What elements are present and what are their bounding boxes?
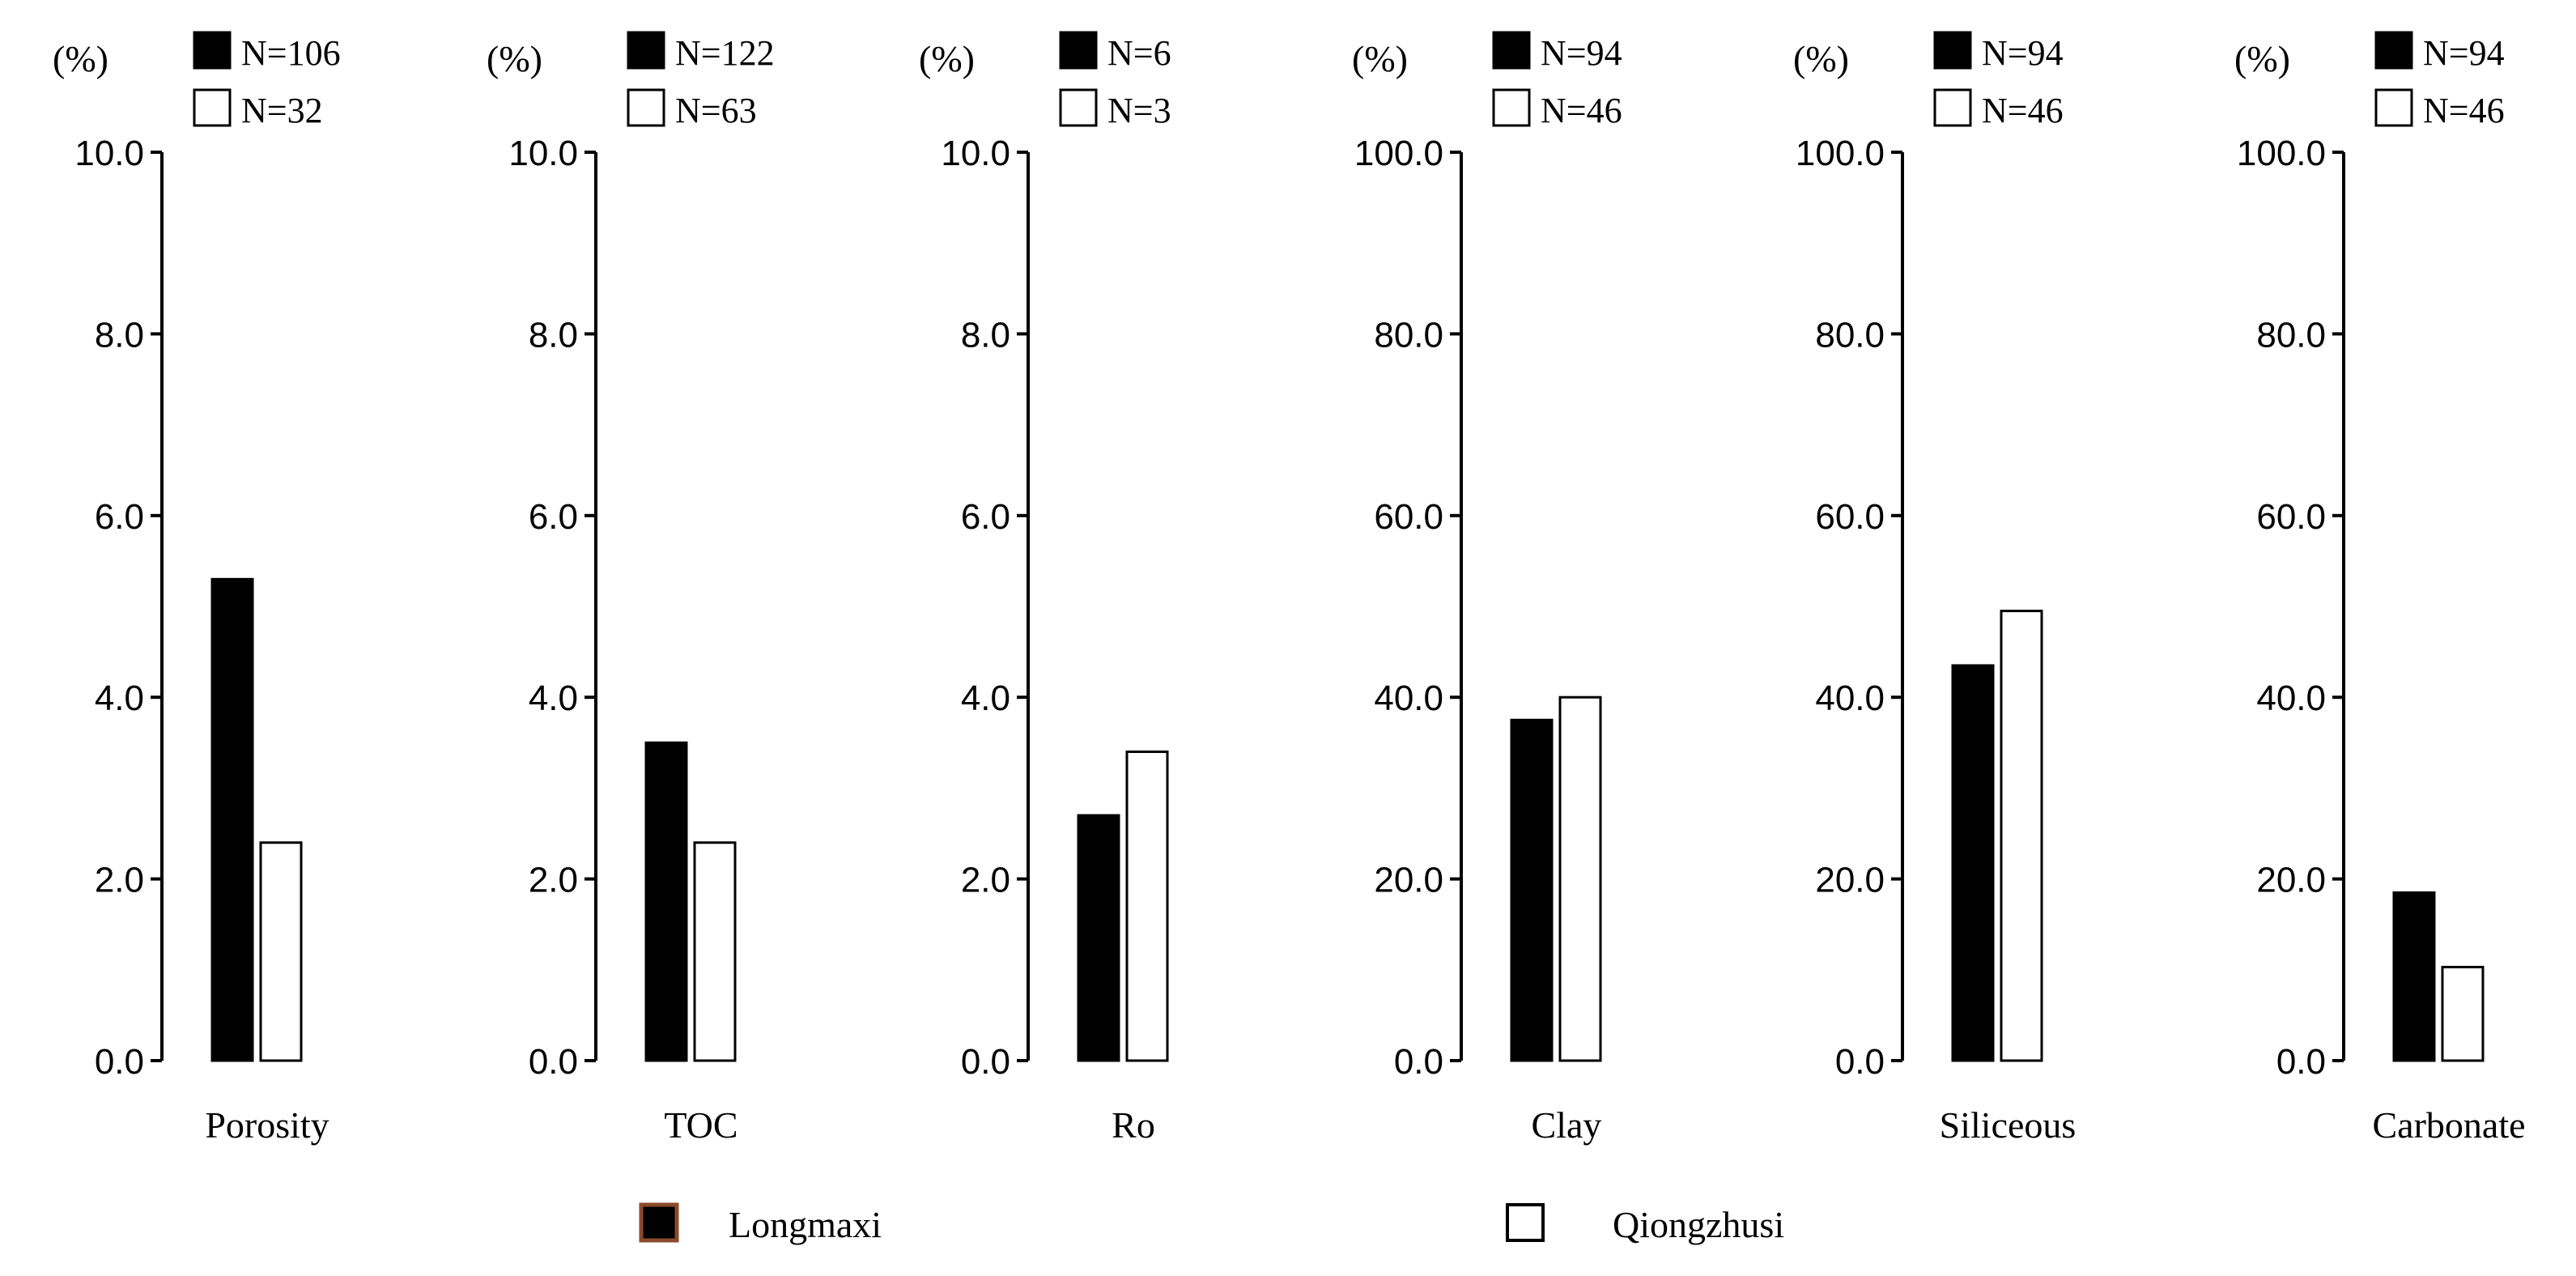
- category-label: Porosity: [205, 1104, 329, 1146]
- bar-porosity-longmaxi: [210, 577, 254, 1062]
- legend-swatch-qiongzhusi: [1059, 88, 1098, 127]
- y-tick-label: 2.0: [961, 861, 1010, 900]
- chart-panel-ro: 0.0 2.0 4.0 6.0 8.0 10.0 Ro (%) N=6 N=3: [919, 31, 1171, 1146]
- y-tick-label: 6.0: [95, 497, 144, 537]
- chart-panel-siliceous: 0.0 20.0 40.0 60.0 80.0 100.0 Siliceous (%) N=94…: [1793, 31, 2077, 1146]
- category-label: Siliceous: [1940, 1104, 2077, 1146]
- bar-clay-longmaxi: [1510, 718, 1554, 1062]
- y-tick-label: 8.0: [95, 315, 144, 355]
- legend-swatch-qiongzhusi: [627, 88, 665, 127]
- chart-panel-porosity: 0.0 2.0 4.0 6.0 8.0 10.0 Porosity (%) N=106 N=32: [53, 31, 341, 1146]
- bar-clay-qiongzhusi: [1558, 695, 1602, 1062]
- n-label-longmaxi: N=106: [241, 33, 341, 73]
- y-tick-label: 2.0: [529, 861, 578, 900]
- y-tick-label: 2.0: [95, 861, 144, 900]
- bar-ro-qiongzhusi: [1125, 751, 1169, 1062]
- n-label-longmaxi: N=122: [675, 33, 775, 73]
- chart-panel-toc: 0.0 2.0 4.0 6.0 8.0 10.0 TOC (%) N=122 N=63: [487, 31, 775, 1146]
- y-tick-label: 60.0: [2256, 497, 2326, 537]
- y-tick-label: 40.0: [2256, 678, 2326, 718]
- legend-swatch-longmaxi: [193, 31, 232, 70]
- y-tick-label: 80.0: [1374, 315, 1443, 355]
- y-tick-label: 10.0: [74, 134, 144, 173]
- y-tick-label: 80.0: [1815, 315, 1885, 355]
- unit-label: (%): [919, 38, 975, 79]
- y-tick-label: 100.0: [1354, 134, 1443, 173]
- n-label-longmaxi: N=94: [1982, 33, 2064, 73]
- n-label-qiongzhusi: N=32: [241, 91, 323, 130]
- y-tick-label: 6.0: [529, 497, 578, 537]
- y-tick-label: 40.0: [1374, 678, 1443, 718]
- y-tick-label: 8.0: [961, 315, 1010, 355]
- y-tick-label: 0.0: [2276, 1042, 2326, 1082]
- unit-label: (%): [487, 38, 542, 79]
- y-tick-label: 0.0: [1394, 1042, 1443, 1082]
- n-label-longmaxi: N=94: [1541, 33, 1622, 73]
- legend-swatch-qiongzhusi: [193, 88, 232, 127]
- bar-carbonate-qiongzhusi: [2441, 965, 2485, 1062]
- y-tick-label: 20.0: [2256, 861, 2326, 900]
- legend-swatch-longmaxi: [1492, 31, 1531, 70]
- category-label: Ro: [1112, 1104, 1155, 1146]
- bar-toc-longmaxi: [644, 741, 688, 1062]
- unit-label: (%): [1793, 38, 1849, 79]
- n-label-longmaxi: N=6: [1107, 33, 1171, 73]
- unit-label: (%): [1352, 38, 1408, 79]
- n-label-qiongzhusi: N=63: [675, 91, 757, 130]
- y-tick-label: 4.0: [95, 678, 144, 718]
- n-label-longmaxi: N=94: [2423, 33, 2505, 73]
- unit-label: (%): [53, 38, 108, 79]
- bar-ro-longmaxi: [1077, 814, 1120, 1062]
- legend-label-longmaxi: Longmaxi: [729, 1204, 882, 1245]
- legend-swatch-longmaxi: [1933, 31, 1972, 70]
- y-tick-label: 80.0: [2256, 315, 2326, 355]
- y-tick-label: 0.0: [1835, 1042, 1885, 1082]
- legend-swatch-qiongzhusi: [1492, 88, 1531, 127]
- legend-swatch-qiongzhusi: [1933, 88, 1972, 127]
- y-tick-label: 40.0: [1815, 678, 1885, 718]
- unit-label: (%): [2234, 38, 2290, 79]
- y-tick-label: 20.0: [1374, 861, 1443, 900]
- y-tick-label: 10.0: [941, 134, 1010, 173]
- bar-porosity-qiongzhusi: [259, 841, 303, 1062]
- legend-swatch-longmaxi: [2374, 31, 2413, 70]
- bottom-legend: Longmaxi Qiongzhusi: [639, 1202, 1784, 1245]
- legend-swatch-qiongzhusi-main: [1506, 1203, 1545, 1242]
- legend-label-qiongzhusi: Qiongzhusi: [1613, 1204, 1784, 1245]
- y-tick-label: 10.0: [508, 134, 578, 173]
- y-tick-label: 4.0: [529, 678, 578, 718]
- y-tick-label: 4.0: [961, 678, 1010, 718]
- legend-swatch-longmaxi-main: [639, 1202, 679, 1243]
- y-tick-label: 100.0: [1796, 134, 1885, 173]
- bar-toc-qiongzhusi: [693, 841, 737, 1062]
- y-tick-label: 60.0: [1374, 497, 1443, 537]
- y-tick-label: 0.0: [529, 1042, 578, 1082]
- bar-siliceous-qiongzhusi: [2000, 610, 2043, 1062]
- n-label-qiongzhusi: N=46: [2423, 91, 2505, 130]
- y-tick-label: 20.0: [1815, 861, 1885, 900]
- y-tick-label: 60.0: [1815, 497, 1885, 537]
- bar-carbonate-longmaxi: [2392, 891, 2436, 1062]
- category-label: TOC: [664, 1104, 738, 1146]
- legend-swatch-longmaxi: [627, 31, 665, 70]
- y-tick-label: 6.0: [961, 497, 1010, 537]
- n-label-qiongzhusi: N=46: [1541, 91, 1622, 130]
- n-label-qiongzhusi: N=3: [1107, 91, 1171, 130]
- category-label: Carbonate: [2372, 1104, 2525, 1146]
- chart-panel-clay: 0.0 20.0 40.0 60.0 80.0 100.0 Clay (%) N=94 N=46: [1352, 31, 1622, 1146]
- legend-swatch-longmaxi: [1059, 31, 1098, 70]
- y-tick-label: 8.0: [529, 315, 578, 355]
- y-tick-label: 0.0: [961, 1042, 1010, 1082]
- y-tick-label: 0.0: [95, 1042, 144, 1082]
- chart-panel-carbonate: 0.0 20.0 40.0 60.0 80.0 100.0 Carbonate (%) N=94…: [2234, 31, 2526, 1146]
- y-tick-label: 100.0: [2237, 134, 2326, 173]
- n-label-qiongzhusi: N=46: [1982, 91, 2064, 130]
- category-label: Clay: [1532, 1104, 1602, 1146]
- bar-siliceous-longmaxi: [1951, 664, 1995, 1062]
- legend-swatch-qiongzhusi: [2374, 88, 2413, 127]
